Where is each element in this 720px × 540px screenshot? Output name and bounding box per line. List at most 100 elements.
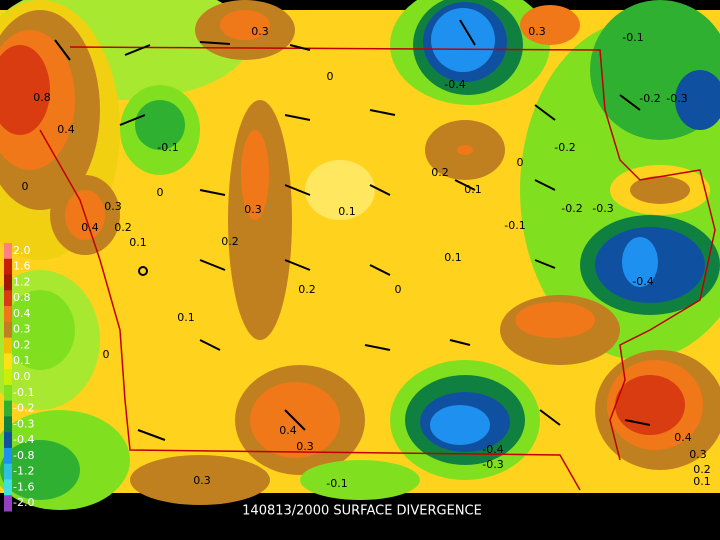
legend-label: 2.0	[13, 244, 31, 257]
wind-barb	[54, 39, 71, 61]
contour-label: -0.1	[157, 141, 178, 154]
wind-barb	[534, 104, 556, 121]
wind-barb	[369, 109, 396, 116]
legend-label: -0.2	[13, 402, 34, 415]
contour-label: -0.2	[561, 202, 582, 215]
legend-label: 0.0	[13, 370, 31, 383]
wind-barb	[284, 184, 311, 196]
legend-swatch	[4, 447, 12, 465]
contour-label: 0.1	[464, 183, 482, 196]
contour-label: 0.4	[674, 431, 692, 444]
contour-label: -0.4	[482, 443, 503, 456]
legend-swatch	[4, 432, 12, 449]
contour-label: -0.4	[632, 275, 653, 288]
contour-label: 0.4	[279, 424, 297, 437]
region	[430, 405, 490, 445]
contour-label: 0.8	[33, 91, 51, 104]
region	[622, 237, 658, 287]
legend-label: 1.2	[13, 275, 31, 288]
field	[0, 0, 720, 510]
caption: 140813/2000 SURFACE DIVERGENCE	[242, 504, 482, 519]
contour-label: 0.2	[693, 463, 711, 476]
contour-label: 0.2	[431, 166, 449, 179]
wind-barb	[449, 339, 471, 346]
contour-label: -0.2	[639, 92, 660, 105]
legend-label: -1.2	[13, 465, 34, 478]
region	[5, 290, 75, 370]
legend-label: -0.4	[13, 433, 34, 446]
legend-label: -0.8	[13, 449, 34, 462]
contour-label: -0.1	[504, 219, 525, 232]
legend-swatch	[4, 353, 12, 370]
legend-swatch	[4, 258, 12, 276]
contour-label: 0.2	[298, 283, 316, 296]
contour-label: 0	[395, 283, 402, 296]
boundary	[69, 46, 716, 461]
region	[300, 460, 420, 500]
legend-label: -2.0	[13, 496, 34, 509]
region	[675, 70, 720, 130]
legend-swatch	[4, 384, 12, 402]
contour-label: 0.3	[296, 440, 314, 453]
contour-label: 0.2	[114, 221, 132, 234]
contour-label: 0	[327, 70, 334, 83]
region	[520, 5, 580, 45]
wind-barb	[619, 94, 641, 111]
wind-barb	[534, 179, 556, 191]
wind-barb	[119, 114, 146, 126]
region	[431, 8, 495, 72]
wind-barb	[199, 259, 226, 271]
legend-label: 0.3	[13, 323, 31, 336]
contour-label: 0.3	[244, 203, 262, 216]
region	[615, 375, 685, 435]
contour-label: -0.4	[444, 78, 465, 91]
contour-label: -0.1	[326, 477, 347, 490]
contour-label: -0.3	[666, 92, 687, 105]
wind-barb	[539, 409, 561, 426]
region	[630, 176, 690, 204]
legend: 2.0 1.6 1.2 0.8 0.4 0.3 0.2 0.1 0.0 -0.1 -0.2 -0.3 -…	[4, 243, 34, 512]
contour-label: 0.4	[81, 221, 99, 234]
contour-label: 0.1	[338, 205, 356, 218]
contour-label: 0.4	[57, 123, 75, 136]
contour-labels: 0.3 0.3 -0.1 0 -0.4 0.8 0.4 -0.1 -0.2 -0.2 -0.3 0.2…	[22, 25, 711, 490]
contour-label: 0.1	[129, 236, 147, 249]
legend-label: -0.3	[13, 417, 34, 430]
contour-label: 0.3	[251, 25, 269, 38]
contour-label: 0	[157, 186, 164, 199]
legend-swatch	[4, 243, 12, 260]
contour-label: -0.2	[554, 141, 575, 154]
wind-barb	[199, 41, 231, 45]
region	[305, 160, 375, 220]
wind-barb	[137, 429, 166, 441]
contour-label: 0	[103, 348, 110, 361]
legend-swatch	[4, 337, 12, 354]
region	[457, 145, 473, 155]
wind-barb	[459, 19, 476, 46]
legend-label: -1.6	[13, 480, 34, 493]
wind-barb	[284, 259, 311, 271]
wind-barb	[369, 264, 391, 276]
contour-label: 0.3	[193, 474, 211, 487]
contour-label: 0.3	[528, 25, 546, 38]
legend-label: 1.6	[13, 260, 31, 273]
wind-barb	[624, 419, 651, 426]
wind-barb	[369, 184, 391, 196]
wind-barb	[199, 339, 221, 351]
contour-label: 0.1	[444, 251, 462, 264]
legend-label: 0.2	[13, 338, 31, 351]
legend-swatch	[4, 306, 12, 323]
state-boundaries	[39, 46, 716, 491]
legend-label: 0.1	[13, 354, 31, 367]
contour-label: 0	[517, 156, 524, 169]
contour-label: -0.1	[622, 31, 643, 44]
contour-label: 0.1	[693, 475, 711, 488]
wind-barb	[284, 409, 306, 431]
contour-label: -0.3	[592, 202, 613, 215]
region	[135, 100, 185, 150]
contour-label: 0	[22, 180, 29, 193]
region	[0, 45, 50, 135]
station-marker	[138, 266, 148, 276]
wind-barb	[124, 44, 151, 56]
contour-label: 0.3	[104, 200, 122, 213]
